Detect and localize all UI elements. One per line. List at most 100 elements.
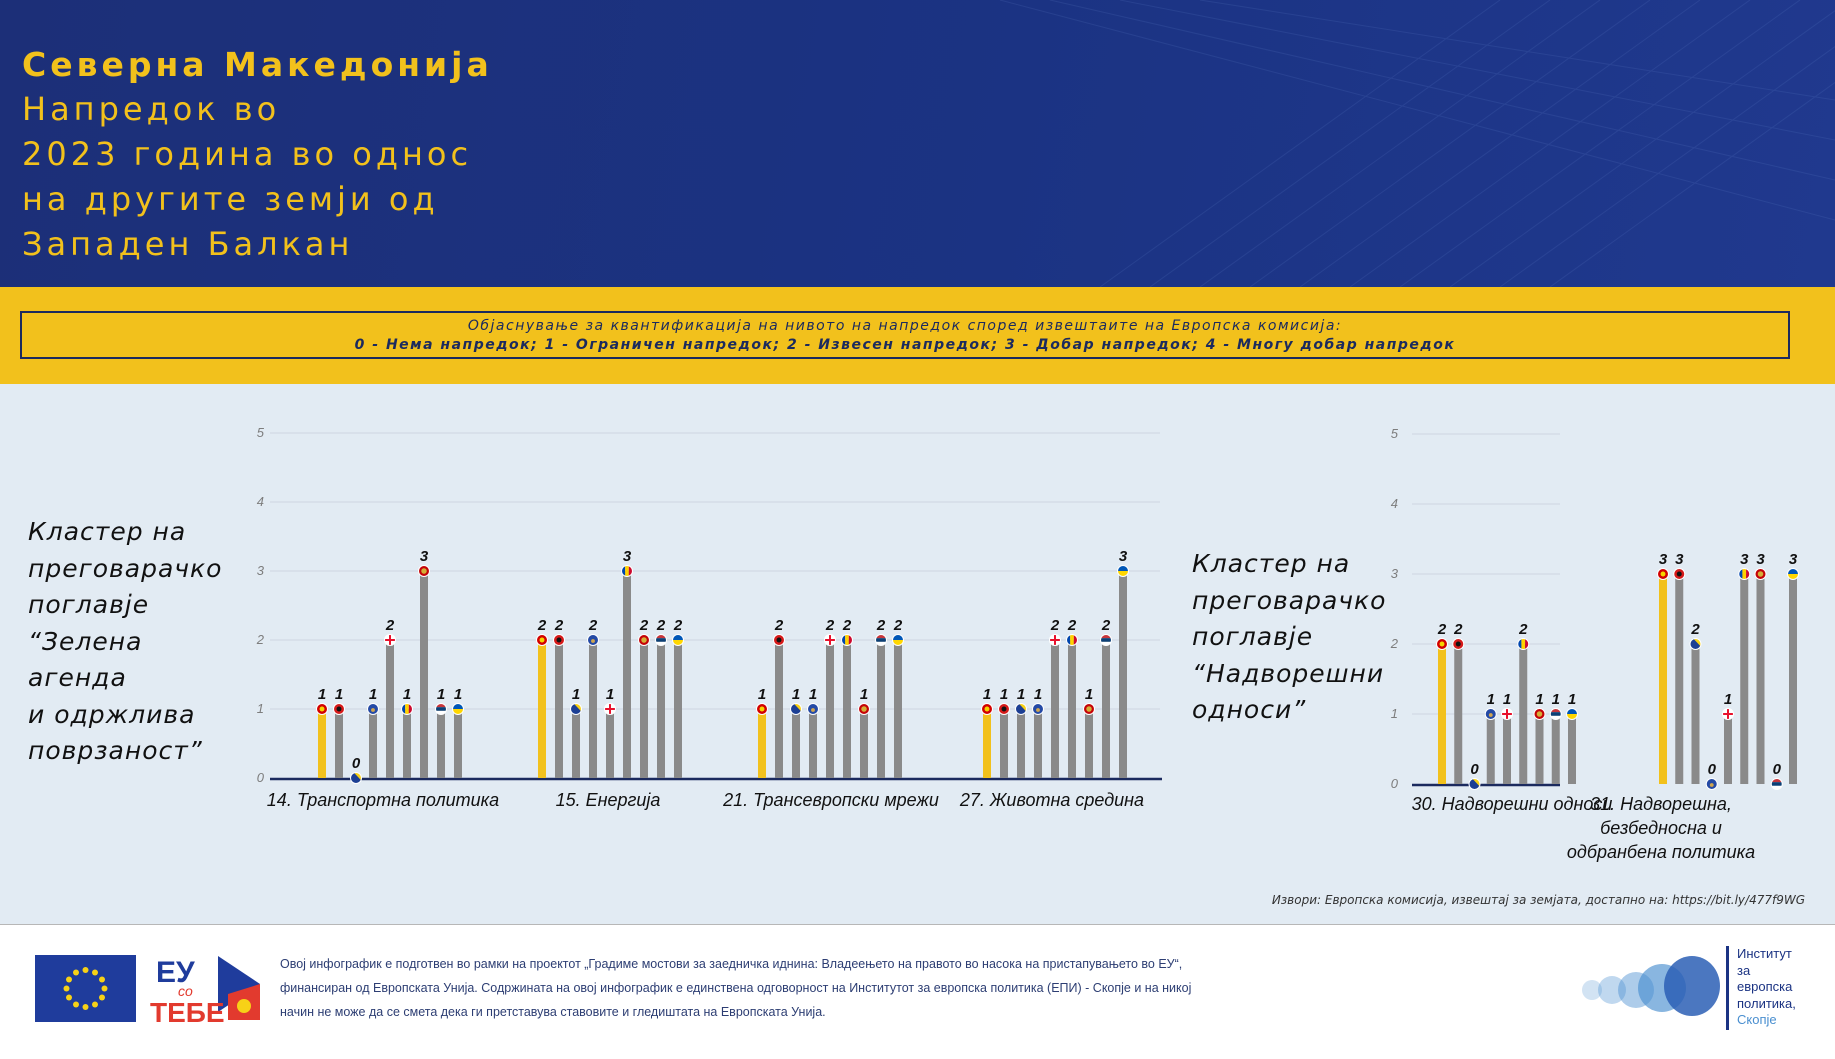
bar <box>606 709 614 778</box>
flag-part <box>384 639 396 641</box>
flag-part <box>1073 634 1078 646</box>
flag-al-icon <box>1673 568 1685 580</box>
flag-xk-icon <box>1032 703 1044 715</box>
data-label: 1 <box>318 686 326 703</box>
data-label: 2 <box>1437 621 1447 638</box>
bar <box>894 640 902 778</box>
bar <box>758 709 766 778</box>
flag-part <box>350 772 362 784</box>
data-label: 0 <box>1773 761 1782 778</box>
flag-part <box>672 640 684 646</box>
bar <box>1675 574 1684 784</box>
flag-border <box>1100 634 1112 646</box>
flag-part <box>1018 703 1027 712</box>
flag-part <box>824 639 836 641</box>
y-tick-label: 3 <box>1391 566 1399 581</box>
data-label: 3 <box>1675 551 1684 568</box>
flag-part <box>655 641 667 646</box>
flag-part <box>1469 778 1480 790</box>
flag-border <box>1517 638 1530 650</box>
flag-part <box>841 634 846 646</box>
flag-me-icon <box>1083 703 1095 715</box>
cluster-label-external: Кластер на преговарачко поглавје “Надвор… <box>1192 546 1386 729</box>
bar <box>1102 640 1110 778</box>
flag-rs-icon <box>1771 778 1783 790</box>
flag-mk-icon <box>316 703 328 715</box>
bar <box>1535 714 1544 784</box>
flag-part <box>1660 571 1666 577</box>
bar <box>843 640 851 778</box>
flag-border <box>790 703 802 715</box>
flag-part <box>1787 574 1799 580</box>
bar <box>1691 644 1700 784</box>
data-label: 2 <box>1518 621 1528 638</box>
flag-mk-icon <box>1436 638 1448 650</box>
data-label: 2 <box>656 617 666 634</box>
flag-border <box>824 634 836 646</box>
cluster-external-line-5: односи” <box>1192 695 1307 724</box>
flag-xk-icon <box>807 703 819 715</box>
flag-part <box>1517 638 1522 650</box>
flag-border <box>807 703 819 715</box>
eu-flag-logo <box>35 955 136 1022</box>
flag-part <box>1693 638 1701 647</box>
bar <box>335 709 343 778</box>
flag-xk-icon <box>367 703 379 715</box>
data-label: 1 <box>572 686 580 703</box>
data-label: 3 <box>623 548 632 565</box>
flag-part <box>892 640 904 646</box>
svg-text:со: со <box>178 983 193 999</box>
flag-part <box>875 638 887 642</box>
data-label: 1 <box>792 686 800 703</box>
data-label: 2 <box>1050 617 1060 634</box>
data-label: 2 <box>385 617 395 634</box>
legend-band <box>0 287 1835 384</box>
data-label: 1 <box>1552 691 1560 708</box>
data-label: 2 <box>673 617 683 634</box>
data-label: 3 <box>1119 548 1128 565</box>
flag-part <box>845 634 849 646</box>
data-label: 1 <box>1568 691 1576 708</box>
bar <box>1438 644 1446 784</box>
epi-line-2: за <box>1737 962 1751 978</box>
flag-part <box>848 634 853 646</box>
title-line-2: Напредок во <box>22 90 281 128</box>
flag-part <box>628 565 633 577</box>
bar <box>1017 709 1025 778</box>
flag-md-icon <box>621 565 633 577</box>
flag-part <box>1066 634 1071 646</box>
bar <box>860 709 868 778</box>
epi-line-3: европска <box>1737 979 1793 994</box>
flag-part <box>1566 708 1578 714</box>
category-label: одбранбена политика <box>1567 842 1755 862</box>
flag-part <box>1501 713 1513 715</box>
epi-name: Институт за европска политика, Скопје <box>1737 946 1796 1029</box>
epi-waves <box>1582 956 1720 1016</box>
category-label: 21. Трансевропски мрежи <box>722 790 939 810</box>
cluster-external-line-1: Кластер на <box>1192 549 1351 578</box>
bar <box>1756 574 1765 784</box>
flag-border <box>981 703 993 715</box>
flag-border <box>841 634 853 646</box>
y-tick-label: 1 <box>257 701 264 716</box>
data-label: 0 <box>352 755 361 772</box>
flag-part <box>672 634 684 640</box>
flag-border <box>621 565 633 577</box>
flag-part <box>604 708 616 710</box>
flag-part <box>1709 783 1714 787</box>
flag-md-icon <box>1738 568 1750 580</box>
cluster-external-line-2: преговарачко <box>1192 585 1387 615</box>
flag-part <box>1742 568 1747 580</box>
flag-ua-icon <box>892 634 904 646</box>
flag-part <box>776 637 782 643</box>
bar <box>1085 709 1093 778</box>
data-label: 1 <box>1487 691 1495 708</box>
footer-line-3: начин не може да се смета дека ги претст… <box>280 1005 826 1019</box>
bar <box>1068 640 1076 778</box>
flag-xk-icon <box>1706 778 1718 790</box>
flag-border <box>435 703 447 715</box>
flag-part <box>1049 639 1061 641</box>
bar <box>1551 714 1560 784</box>
